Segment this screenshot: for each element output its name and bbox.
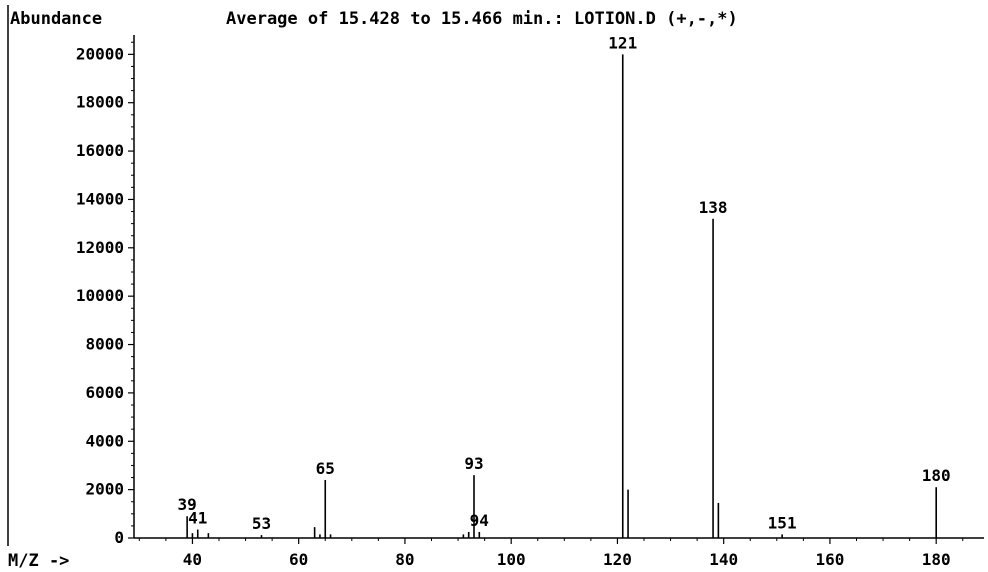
peak-label: 151 bbox=[768, 513, 797, 532]
peak-label: 180 bbox=[922, 466, 951, 485]
y-tick-label: 20000 bbox=[76, 44, 124, 63]
peak-label: 138 bbox=[699, 198, 728, 217]
y-tick-label: 12000 bbox=[76, 238, 124, 257]
y-tick-label: 10000 bbox=[76, 286, 124, 305]
peak-label: 39 bbox=[177, 495, 196, 514]
y-tick-label: 6000 bbox=[85, 383, 124, 402]
peak-label: 53 bbox=[252, 514, 271, 533]
y-axis: 0 2000 4000 6000 8000 10000 12000 14000 16000 180… bbox=[76, 41, 134, 547]
y-tick-label: 18000 bbox=[76, 93, 124, 112]
peak-label: 121 bbox=[608, 33, 637, 52]
peak-bars bbox=[186, 54, 937, 538]
x-tick-label: 40 bbox=[183, 550, 202, 569]
y-axis-label: Abundance bbox=[10, 9, 102, 29]
y-tick-label: 2000 bbox=[85, 480, 124, 499]
x-tick-label: 60 bbox=[289, 550, 308, 569]
x-axis-label: M/Z -> bbox=[8, 551, 69, 571]
y-tick-label: 14000 bbox=[76, 189, 124, 208]
x-tick-label: 140 bbox=[709, 550, 738, 569]
x-tick-label: 160 bbox=[815, 550, 844, 569]
x-tick-label: 80 bbox=[395, 550, 414, 569]
peak-label: 65 bbox=[316, 459, 335, 478]
chart-title: Average of 15.428 to 15.466 min.: LOTION… bbox=[226, 9, 738, 29]
x-tick-label: 180 bbox=[922, 550, 951, 569]
y-tick-label: 0 bbox=[114, 528, 124, 547]
peak-label: 94 bbox=[470, 511, 489, 530]
y-tick-label: 4000 bbox=[85, 431, 124, 450]
y-tick-label: 8000 bbox=[85, 335, 124, 354]
x-tick-label: 100 bbox=[497, 550, 526, 569]
plot-frame bbox=[7, 5, 984, 546]
peak-label: 41 bbox=[188, 509, 207, 528]
peak-label: 93 bbox=[464, 454, 483, 473]
y-tick-label: 16000 bbox=[76, 141, 124, 160]
x-axis: 40 60 80 100 120 140 160 180 bbox=[138, 538, 964, 569]
x-tick-label: 120 bbox=[603, 550, 632, 569]
